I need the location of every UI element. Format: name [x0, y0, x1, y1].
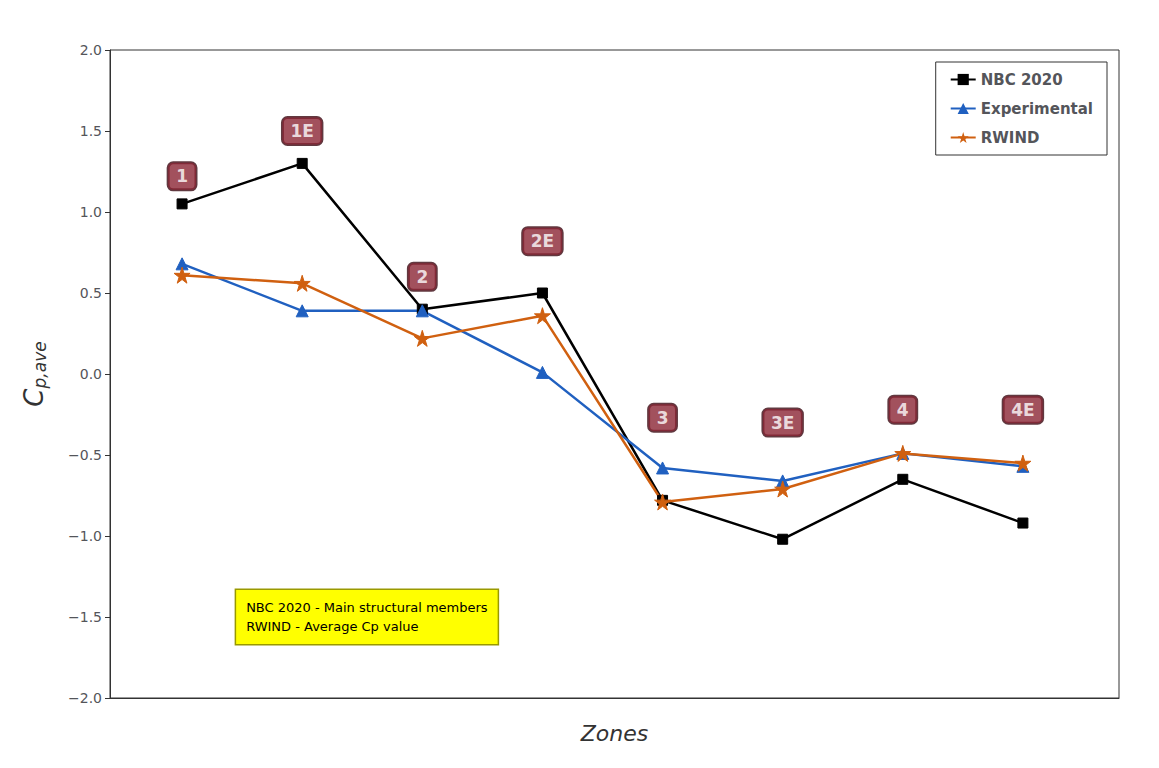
svg-text:1.5: 1.5	[80, 123, 102, 139]
svg-text:−1.0: −1.0	[68, 528, 102, 544]
svg-text:4E: 4E	[1011, 400, 1034, 420]
svg-text:3E: 3E	[771, 413, 794, 433]
svg-text:4: 4	[897, 400, 909, 420]
svg-text:1E: 1E	[290, 121, 313, 141]
svg-text:RWIND: RWIND	[981, 129, 1040, 147]
svg-text:Zones: Zones	[580, 721, 648, 746]
svg-text:−2.0: −2.0	[68, 690, 102, 706]
svg-text:−0.5: −0.5	[68, 447, 102, 463]
svg-text:p,ave: p,ave	[30, 341, 50, 389]
svg-text:3: 3	[657, 408, 669, 428]
svg-text:1.0: 1.0	[80, 204, 102, 220]
svg-text:2.0: 2.0	[80, 42, 102, 58]
svg-text:0.0: 0.0	[80, 366, 102, 382]
svg-text:0.5: 0.5	[80, 285, 102, 301]
svg-text:Experimental: Experimental	[981, 100, 1093, 118]
svg-text:2: 2	[416, 267, 428, 287]
svg-text:C: C	[19, 388, 49, 407]
svg-text:NBC 2020: NBC 2020	[981, 71, 1063, 89]
svg-text:RWIND - Average Cp value: RWIND - Average Cp value	[246, 619, 418, 634]
svg-text:2E: 2E	[531, 231, 554, 251]
svg-text:NBC 2020 - Main structural mem: NBC 2020 - Main structural members	[246, 600, 488, 615]
svg-text:1: 1	[176, 166, 188, 186]
svg-text:−1.5: −1.5	[68, 609, 102, 625]
